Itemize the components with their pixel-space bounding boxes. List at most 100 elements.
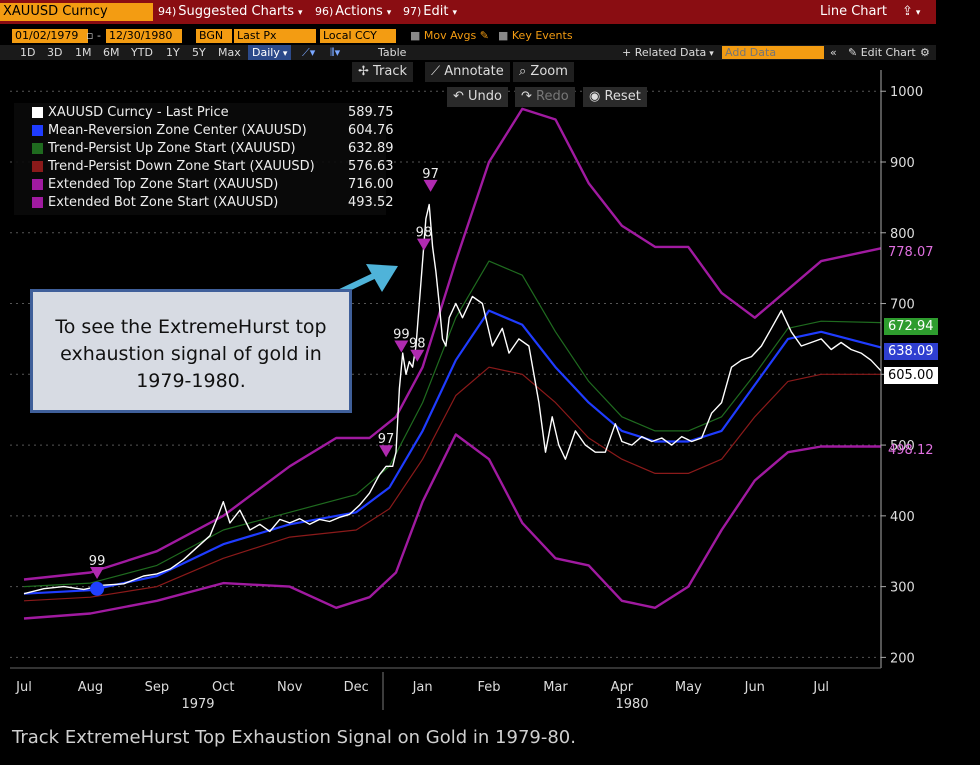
undo-label: Undo	[468, 89, 502, 104]
reset-icon: ◉	[589, 89, 605, 104]
x-tick-label: Nov	[277, 680, 303, 695]
x-tick-label: Dec	[344, 680, 369, 695]
currency-select[interactable]: Local CCY	[320, 29, 396, 43]
legend-swatch	[32, 125, 43, 136]
legend-name: Trend-Persist Up Zone Start (XAUUSD)	[48, 141, 296, 156]
field-input[interactable]: Last Px	[234, 29, 316, 43]
series-line-ext-bot	[23, 433, 881, 620]
magnifier-icon: ⌕	[519, 64, 531, 79]
year-label-1979: 1979	[181, 697, 214, 712]
legend-value: 716.00	[348, 177, 394, 192]
edit-menu[interactable]: 97) Edit ▾	[403, 3, 457, 21]
reset-button[interactable]: ◉ Reset	[583, 87, 647, 107]
legend-swatch	[32, 197, 43, 208]
price-tag-ext-top: 778.07	[888, 245, 934, 260]
legend-swatch	[32, 107, 43, 118]
signal-marker-icon	[379, 445, 394, 458]
reset-label: Reset	[604, 89, 641, 104]
actions-menu[interactable]: 96) Actions ▾	[315, 3, 391, 21]
add-data-input[interactable]	[722, 46, 824, 59]
signal-label: 99	[89, 554, 106, 569]
edit-chart-button[interactable]: ✎ Edit Chart	[848, 45, 916, 60]
annotate-button[interactable]: ⟋ Annotate	[425, 62, 510, 82]
x-tick-label: Sep	[145, 680, 170, 695]
crosshair-icon: ✢	[358, 64, 374, 79]
period-5y[interactable]: 5Y	[192, 46, 206, 59]
line-chart-icon[interactable]: ⟋▾	[302, 46, 316, 59]
redo-icon: ↷	[521, 89, 537, 104]
bar-chart-icon[interactable]: ⫴▾	[330, 46, 341, 59]
signal-dot-icon	[90, 581, 105, 596]
signal-label: 98	[409, 337, 426, 352]
actions-number: 96)	[315, 5, 334, 18]
related-data-menu[interactable]: + Related Data ▾	[622, 45, 714, 60]
source-input[interactable]: BGN	[196, 29, 232, 43]
x-tick-label: Mar	[543, 680, 568, 695]
annotate-label: Annotate	[444, 64, 504, 79]
pencil-icon: ✎	[476, 29, 489, 42]
track-button[interactable]: ✢ Track	[352, 62, 414, 82]
year-label-1980: 1980	[615, 697, 648, 712]
suggested-charts-menu[interactable]: 94) Suggested Charts ▾	[158, 3, 303, 21]
pencil-icon: ⟋	[431, 64, 445, 79]
start-date-input[interactable]: 01/02/1979	[12, 29, 88, 43]
x-tick-label: Feb	[478, 680, 501, 695]
series-line-ext-top	[23, 107, 882, 581]
end-date-input[interactable]: 12/30/1980	[106, 29, 182, 43]
chevron-down-icon: ▾	[298, 8, 303, 18]
period-3d[interactable]: 3D	[47, 46, 63, 59]
price-tag-ext-bot: 498.12	[888, 443, 934, 458]
x-tick-label: Jan	[412, 680, 433, 695]
y-tick-label: 1000	[890, 85, 923, 100]
actions-label: Actions	[335, 4, 383, 19]
gear-icon[interactable]: ⚙	[920, 46, 930, 59]
period-1y[interactable]: 1Y	[166, 46, 180, 59]
chart-legend: XAUUSD Curncy - Last Price 589.75 Mean-R…	[14, 103, 394, 215]
chart-series	[23, 107, 882, 620]
y-tick-label: 300	[890, 581, 915, 596]
y-tick-label: 400	[890, 510, 915, 525]
pencil-icon: ✎	[848, 46, 861, 59]
period-ytd[interactable]: YTD	[131, 46, 153, 59]
table-button[interactable]: Table	[378, 46, 407, 59]
checkbox-icon: ■	[498, 29, 512, 42]
key-events-toggle[interactable]: ■ Key Events	[498, 29, 573, 43]
mov-avgs-toggle[interactable]: ■ Mov Avgs ✎	[410, 29, 489, 43]
share-icon[interactable]: ⇪ ▾	[902, 4, 921, 19]
signal-marker-icon	[410, 349, 425, 362]
date-range-bar: 01/02/1979 ▫ - 12/30/1980 BGN Last Px Lo…	[0, 28, 936, 44]
x-axis-ticks: Jul Aug Sep Oct Nov Dec Jan Feb Mar Apr May Jun Jul	[15, 680, 829, 695]
legend-value: 576.63	[348, 159, 394, 174]
key-events-label: Key Events	[511, 29, 573, 42]
chevron-down-icon: ▾	[386, 8, 392, 18]
legend-swatch	[32, 161, 43, 172]
series-line-trend-down	[23, 366, 881, 602]
legend-name: Extended Bot Zone Start (XAUUSD)	[48, 195, 279, 210]
signal-label: 97	[422, 167, 439, 182]
chart-type-label[interactable]: Line Chart	[820, 4, 887, 19]
calendar-icon[interactable]: ▫ -	[86, 29, 101, 42]
mov-avgs-label: Mov Avgs	[423, 29, 477, 42]
undo-button[interactable]: ↶ Undo	[447, 87, 508, 107]
chevron-down-icon: ▾	[452, 8, 458, 18]
zoom-button[interactable]: ⌕ Zoom	[513, 62, 574, 82]
redo-button[interactable]: ↷ Redo	[515, 87, 575, 107]
y-tick-label: 700	[890, 298, 915, 313]
x-tick-label: Apr	[611, 680, 634, 695]
period-1d[interactable]: 1D	[20, 46, 36, 59]
x-tick-label: Oct	[212, 680, 234, 695]
period-6m[interactable]: 6M	[103, 46, 120, 59]
legend-name: XAUUSD Curncy - Last Price	[48, 105, 229, 120]
period-1m[interactable]: 1M	[75, 46, 92, 59]
frequency-select[interactable]: Daily ▾	[248, 45, 292, 60]
undo-icon: ↶	[453, 89, 469, 104]
y-tick-label: 900	[890, 156, 915, 171]
legend-swatch	[32, 143, 43, 154]
x-tick-label: Jul	[15, 680, 32, 695]
legend-name: Extended Top Zone Start (XAUUSD)	[48, 177, 279, 192]
ticker-field[interactable]: XAUUSD Curncy	[0, 3, 153, 21]
period-max[interactable]: Max	[218, 46, 241, 59]
collapse-icon[interactable]: «	[830, 46, 837, 59]
